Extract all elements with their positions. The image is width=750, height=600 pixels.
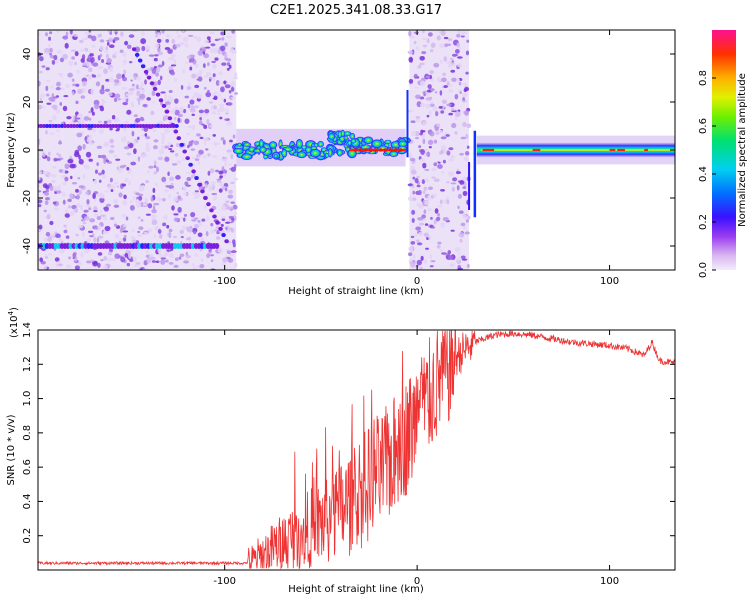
snr-xtick: 0 [414,330,420,587]
snr-xtick-label: 100 [600,576,619,587]
spectrogram-ytick: 40 [22,48,675,61]
colorbar-tick: 0.4 [698,166,716,182]
spectrogram-xtick: 100 [600,30,619,287]
spectrogram-ylabel: Frequency (Hz) [6,112,17,188]
spectrogram-plot: -100 0 100 -40 -20 0 20 40 Height of straight l… [6,29,676,297]
snr-ytick: 0.6 [22,459,675,475]
snr-xtick: -100 [213,330,236,587]
spectrogram-ytick-label: 20 [22,96,33,109]
snr-multiplier: (x104) [7,307,20,338]
snr-ytick-label: 1.2 [22,356,33,372]
spectrogram-traces [38,47,229,249]
carrier-band-1 [231,90,412,167]
spectrogram-ytick-label: 0 [22,147,33,153]
spectrogram-content [38,30,675,270]
snr-xtick-label: -100 [213,576,236,587]
colorbar-tick-label: 0.4 [698,166,709,182]
colorbar-tick-label: 0.2 [698,214,709,230]
snr-ytick: 1.4 [22,322,675,338]
colorbar-label: Normalized spectral amplitude [737,73,748,227]
snr-ytick-label: 0.8 [22,425,33,441]
snr-ytick: 0.8 [22,425,675,441]
spectrogram-axes: -100 0 100 -40 -20 0 20 40 [22,30,675,287]
spectrogram-ytick: -20 [22,190,675,206]
colorbar-tick-label: 0.6 [698,118,709,134]
horizontal-line-minus40 [38,243,220,249]
noise-left-region [38,30,239,270]
spectrogram-xtick-label: 0 [414,276,420,287]
snr-xlabel: Height of straight line (km) [288,584,424,595]
spectrogram-ytick: 20 [22,96,675,109]
snr-xtick-label: 0 [414,576,420,587]
spectrogram-xtick-label: 100 [600,276,619,287]
carrier-band-2 [468,130,675,218]
snr-xtick: 100 [600,330,619,587]
colorbar-tick-label: 0.8 [698,70,709,86]
snr-ytick: 1.2 [22,356,675,372]
snr-axes: -100 0 100 0.2 0.4 0.6 0.8 1.0 1.2 1.4 [22,322,675,587]
colorbar-tick: 0.0 [698,262,716,278]
snr-ytick-label: 0.4 [22,493,33,509]
snr-ytick-label: 1.4 [22,322,33,338]
spectrogram-ytick-label: 40 [22,48,33,61]
snr-ytick: 0.2 [22,528,675,544]
colorbar-tick-label: 0.0 [698,262,709,278]
snr-ytick-label: 1.0 [22,391,33,407]
colorbar-tick: 0.8 [698,70,716,86]
snr-plot: -100 0 100 0.2 0.4 0.6 0.8 1.0 1.2 1.4 Height of … [6,307,676,595]
spectrogram-ytick-label: -20 [22,190,33,206]
snr-ylabel: SNR (10 * v/v) [6,414,17,485]
snr-series-line [38,330,675,570]
colorbar-gradient [712,30,736,270]
spectrogram-ytick: 0 [22,147,675,153]
snr-frame [37,329,676,571]
colorbar-tick: 0.2 [698,214,716,230]
colorbar: 0.0 0.2 0.4 0.6 0.8 Normalized spectral ampl… [698,30,748,278]
spectrogram-xtick-label: -100 [213,276,236,287]
noise-middle-region [407,30,472,270]
colorbar-ticks: 0.0 0.2 0.4 0.6 0.8 [698,70,716,278]
snr-ytick: 1.0 [22,391,675,407]
chart-title: C2E1.2025.341.08.33.G17 [270,3,442,18]
snr-ytick-label: 0.2 [22,528,33,544]
snr-ytick-label: 0.6 [22,459,33,475]
spectrogram-xlabel: Height of straight line (km) [288,286,424,297]
snr-ytick: 0.4 [22,493,675,509]
spectrogram-xtick: -100 [213,30,236,287]
snr-content [38,330,675,570]
spectrogram-ytick: -40 [22,238,675,254]
spectrogram-xtick: 0 [414,30,420,287]
colorbar-tick: 0.6 [698,118,716,134]
horizontal-line-plus10 [38,124,179,128]
spectrogram-ytick-label: -40 [22,238,33,254]
